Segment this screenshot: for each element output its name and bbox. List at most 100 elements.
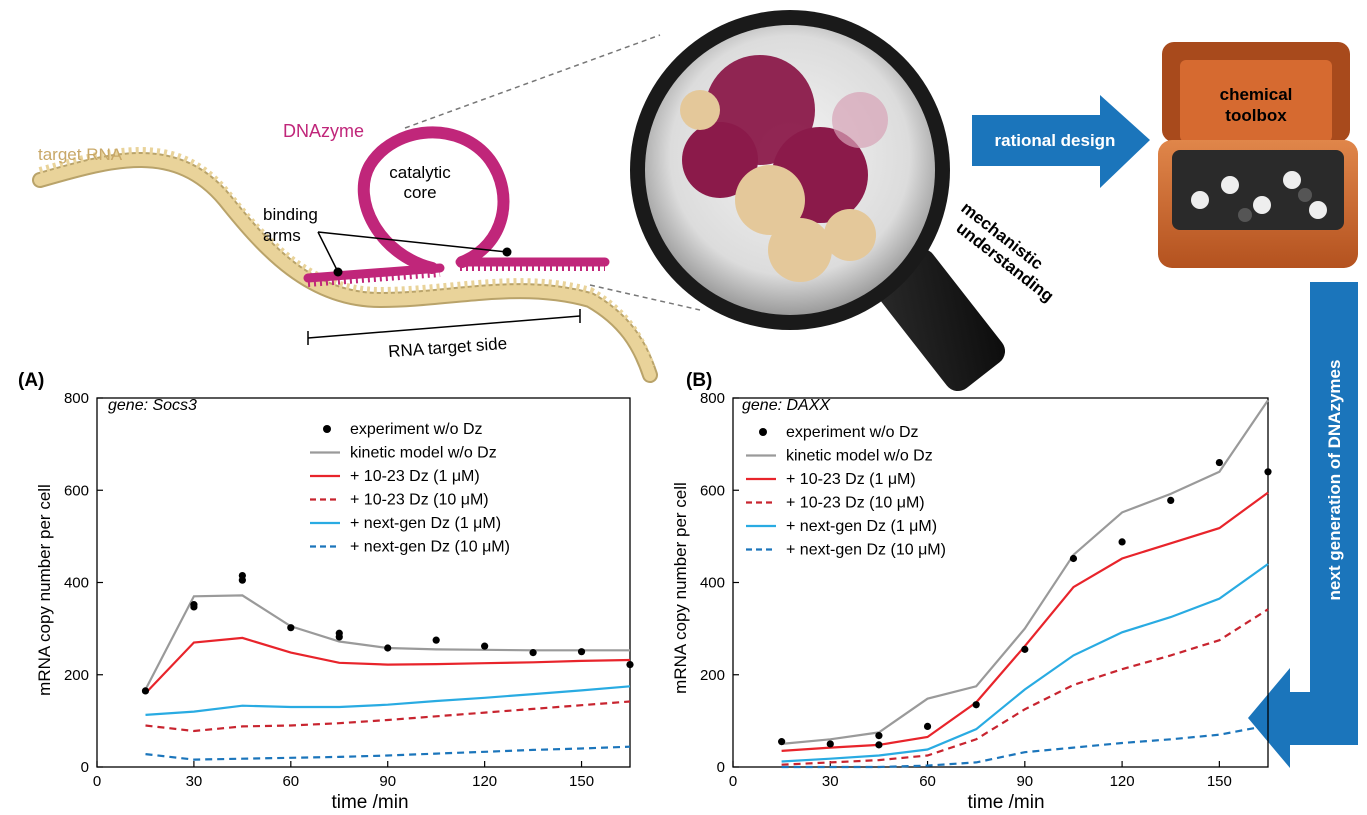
magnifying-glass-icon (630, 10, 1006, 392)
y-tick-label: 800 (64, 390, 89, 407)
experiment-point (1069, 554, 1078, 563)
y-tick-label: 0 (81, 759, 89, 776)
panel-label: (B) (686, 370, 712, 391)
experiment-point (238, 571, 246, 580)
legend-label: + next-gen Dz (1 μM) (350, 515, 501, 532)
catalytic-core-label-line2: core (403, 183, 436, 202)
legend-label: + 10-23 Dz (1 μM) (350, 468, 480, 485)
legend-label: + 10-23 Dz (10 μM) (350, 492, 489, 509)
y-tick-label: 200 (64, 667, 89, 684)
experiment-point (875, 732, 883, 740)
x-axis-label: time /min (967, 792, 1044, 813)
rational-design-label: rational design (995, 131, 1116, 150)
binding-arms-label-line2: arms (263, 226, 301, 245)
target-rna-label: target RNA (38, 145, 123, 164)
chart-panel-b: (B) gene: DAXX time /min mRNA copy numbe… (671, 370, 1272, 813)
x-tick-label: 60 (919, 773, 936, 790)
next-generation-arrow (1248, 282, 1358, 768)
toolbox-label-line1: chemical (1220, 85, 1293, 104)
y-tick-label: 400 (64, 575, 89, 592)
catalytic-core-label-line1: catalytic (389, 163, 451, 182)
x-tick-label: 120 (472, 773, 497, 790)
legend-label: + next-gen Dz (10 μM) (786, 542, 946, 559)
zoom-line-top (404, 34, 661, 129)
experiment-point (141, 687, 150, 695)
series-line (781, 724, 1269, 769)
illustration: target RNA DNAzyme catalytic core bindin… (32, 10, 1358, 768)
y-tick-label: 600 (64, 482, 89, 499)
zoom-line-bottom (589, 284, 701, 311)
x-tick-label: 90 (1016, 773, 1033, 790)
y-axis-label: mRNA copy number per cell (35, 484, 54, 696)
legend-label: + 10-23 Dz (10 μM) (786, 495, 925, 512)
experiment-point (384, 644, 392, 652)
y-tick-label: 0 (717, 759, 725, 776)
x-tick-label: 0 (729, 773, 737, 790)
binding-arms-label-line1: binding (263, 205, 318, 224)
x-tick-label: 120 (1110, 773, 1135, 790)
experiment-point (826, 740, 834, 748)
experiment-point (1118, 538, 1126, 546)
dnazyme-label: DNAzyme (283, 121, 364, 141)
experiment-point (875, 741, 883, 749)
legend-label: experiment w/o Dz (350, 421, 483, 438)
x-tick-label: 150 (1207, 773, 1232, 790)
rational-design-arrow (972, 95, 1150, 188)
experiment-point (287, 624, 295, 632)
binding-arms-pointer-right (317, 231, 508, 253)
legend-label: + 10-23 Dz (1 μM) (786, 471, 916, 488)
y-tick-label: 600 (700, 482, 725, 499)
rna-target-side-label: RNA target side (388, 334, 508, 361)
legend-label: + next-gen Dz (10 μM) (350, 539, 510, 556)
next-generation-label: next generation of DNAzymes (1325, 360, 1344, 601)
legend-label: kinetic model w/o Dz (786, 448, 933, 465)
experiment-point (1021, 645, 1029, 653)
y-tick-label: 800 (700, 390, 725, 407)
experiment-point (923, 722, 932, 731)
chemical-toolbox-icon (1158, 42, 1358, 268)
series-line (145, 745, 631, 761)
series-line (781, 608, 1269, 766)
series-line (145, 700, 631, 733)
experiment-point (972, 701, 980, 709)
x-tick-label: 60 (282, 773, 299, 790)
legend-marker (323, 425, 331, 433)
panel-label: (A) (18, 370, 44, 391)
y-axis-label: mRNA copy number per cell (671, 482, 690, 694)
legend-label: experiment w/o Dz (786, 424, 919, 441)
chart-panel-a: (A) gene: Socs3 time /min mRNA copy numb… (18, 370, 634, 813)
experiment-point (1167, 496, 1175, 504)
experiment-point (432, 636, 440, 644)
experiment-point (577, 648, 586, 656)
experiment-point (481, 642, 489, 650)
legend: experiment w/o Dz kinetic model w/o Dz + 1… (310, 421, 510, 556)
target-rna-strand (32, 147, 658, 383)
series-line (145, 685, 631, 716)
experiment-point (529, 649, 537, 657)
series-line (781, 399, 1269, 745)
series-line (144, 594, 630, 691)
legend: experiment w/o Dz kinetic model w/o Dz + 1… (746, 424, 946, 559)
experiment-point (1264, 468, 1272, 476)
x-tick-label: 90 (379, 773, 396, 790)
catalytic-core-loop (357, 126, 510, 274)
experiment-point (1215, 458, 1223, 467)
legend-label: + next-gen Dz (1 μM) (786, 518, 937, 535)
x-axis-label: time /min (331, 792, 408, 813)
toolbox-label-line2: toolbox (1225, 106, 1287, 125)
experiment-point (626, 661, 634, 669)
experiment-point (778, 738, 786, 746)
binding-arms-pointer-left (317, 231, 339, 273)
series-line (144, 636, 631, 694)
x-tick-label: 150 (569, 773, 594, 790)
protein-structure (680, 55, 888, 282)
x-tick-label: 30 (822, 773, 839, 790)
dnazyme-binding-arms (303, 257, 610, 287)
chart-annotation: gene: Socs3 (108, 397, 197, 414)
y-tick-label: 400 (700, 575, 725, 592)
y-tick-label: 200 (700, 667, 725, 684)
x-tick-label: 0 (93, 773, 101, 790)
x-tick-label: 30 (186, 773, 203, 790)
experiment-point (335, 629, 343, 637)
